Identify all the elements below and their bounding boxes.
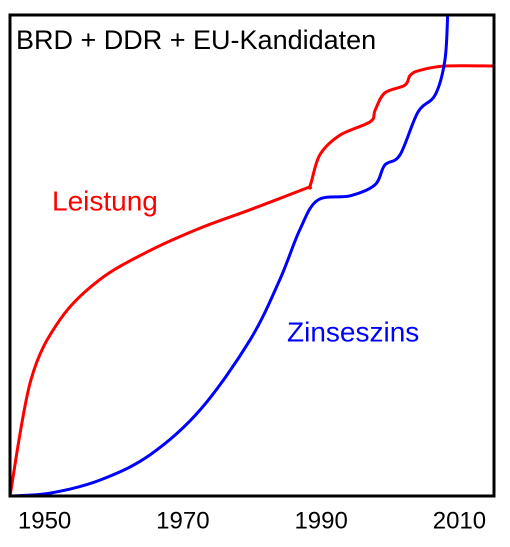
- chart-title: BRD + DDR + EU-Kandidaten: [16, 25, 376, 55]
- x-tick-label: 1990: [294, 507, 347, 534]
- x-tick-label: 1970: [156, 507, 209, 534]
- plot-border: [8, 13, 496, 498]
- series-line: [8, 64, 495, 497]
- x-tick-label: 2010: [433, 507, 486, 534]
- series-line: [9, 14, 450, 498]
- plot-frame: [10, 15, 494, 496]
- series-label: Leistung: [52, 185, 158, 216]
- series-label: Zinseszins: [287, 316, 419, 347]
- x-tick-label: 1950: [18, 507, 71, 534]
